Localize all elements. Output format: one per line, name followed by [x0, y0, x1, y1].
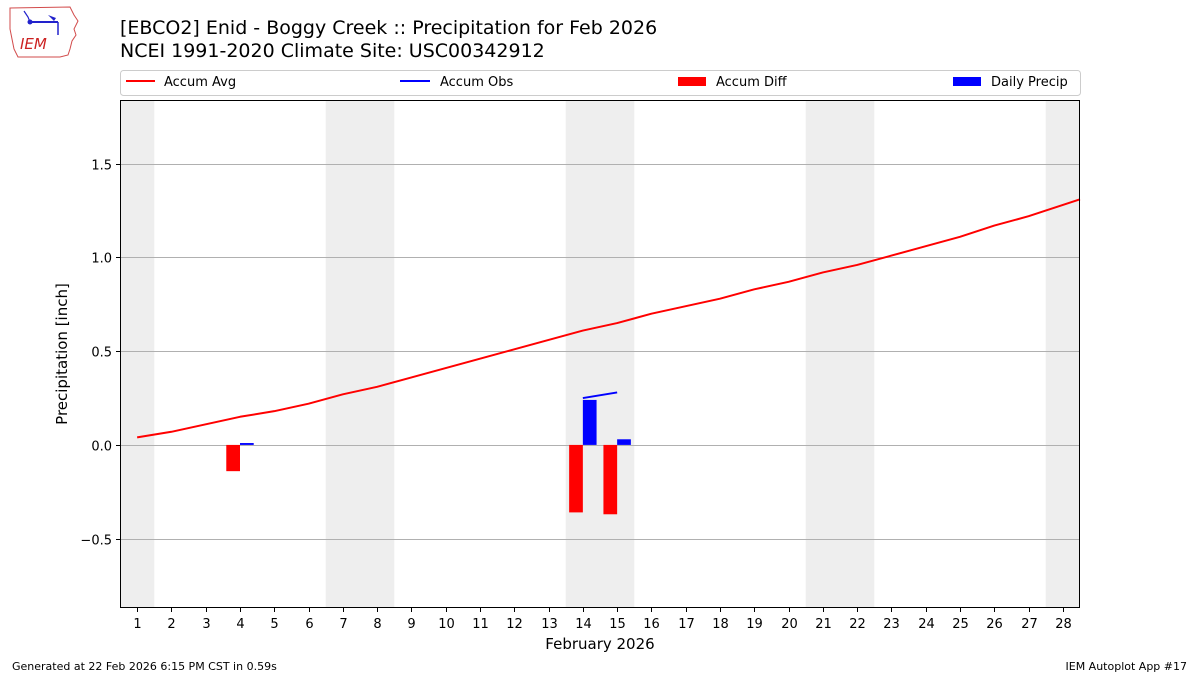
- x-tick-label: 26: [986, 617, 1003, 632]
- weekend-band: [565, 100, 600, 608]
- legend-item-accum-diff: Accum Diff: [678, 75, 788, 90]
- chart-subtitle: NCEI 1991-2020 Climate Site: USC00342912: [120, 40, 545, 62]
- weekend-band: [120, 100, 155, 608]
- x-tick-label: 25: [952, 617, 969, 632]
- chart-title: [EBCO2] Enid - Boggy Creek :: Precipitat…: [120, 17, 658, 39]
- legend-item-daily-precip: Daily Precip: [953, 75, 1068, 90]
- accum-obs-line: [582, 391, 618, 400]
- x-tick-label: 12: [506, 617, 523, 632]
- iem-logo: IEM: [8, 5, 80, 59]
- x-tick-label: 24: [918, 617, 935, 632]
- x-tick-label: 7: [339, 617, 347, 632]
- x-tick-label: 8: [373, 617, 381, 632]
- x-tick-label: 1: [133, 617, 141, 632]
- x-axis-label: February 2026: [545, 635, 654, 653]
- accum-diff-bar: [569, 444, 583, 513]
- y-tick-label: −0.5: [80, 534, 112, 549]
- legend-label: Accum Obs: [440, 75, 513, 90]
- x-tick-label: 5: [270, 617, 278, 632]
- x-tick-label: 28: [1055, 617, 1072, 632]
- x-tick-label: 22: [849, 617, 866, 632]
- lines: [136, 198, 1081, 439]
- plot-area: [120, 100, 1081, 608]
- logo-text: IEM: [20, 35, 47, 53]
- x-tick-label: 14: [575, 617, 592, 632]
- weekend-band: [840, 100, 875, 608]
- iowa-map-icon: IEM: [9, 6, 79, 58]
- x-tick-label: 9: [407, 617, 415, 632]
- weekend-band: [600, 100, 635, 608]
- x-tick-label: 17: [678, 617, 695, 632]
- y-axis-label: Precipitation [inch]: [53, 283, 71, 425]
- y-gridlines: [120, 164, 1080, 540]
- y-axis: −0.5 0.0 0.5 1.0 1.5: [80, 159, 120, 549]
- x-tick-label: 10: [438, 617, 455, 632]
- legend-item-accum-obs: Accum Obs: [400, 75, 513, 90]
- accum-avg-line: [136, 198, 1081, 439]
- weekend-band: [360, 100, 395, 608]
- x-tick-label: 21: [815, 617, 832, 632]
- legend-label: Accum Avg: [164, 75, 236, 90]
- x-tick-label: 19: [746, 617, 763, 632]
- x-tick-label: 13: [541, 617, 558, 632]
- legend: Accum Avg Accum Obs Accum Diff Daily Pre…: [120, 70, 1081, 96]
- y-tick-label: 0.5: [91, 346, 112, 361]
- bars: [226, 399, 631, 515]
- app-credit: IEM Autoplot App #17: [1065, 660, 1188, 673]
- accum-diff-bar: [226, 444, 240, 472]
- weekend-shading: [120, 100, 1080, 608]
- y-tick-label: 1.0: [91, 252, 112, 267]
- x-tick-label: 4: [236, 617, 244, 632]
- legend-label: Accum Diff: [716, 75, 788, 90]
- accum-diff-bar: [603, 444, 618, 515]
- x-axis: 1 2 3 4 5 6 7 8 9 10 11 12 13 14 15 16 17 18 19 20 21 22 23 24 2…: [133, 608, 1072, 632]
- daily-precip-bar: [582, 399, 597, 445]
- x-tick-label: 23: [883, 617, 900, 632]
- legend-item-accum-avg: Accum Avg: [126, 75, 236, 90]
- x-tick-label: 16: [643, 617, 660, 632]
- weekend-band: [1045, 100, 1080, 608]
- x-tick-label: 6: [305, 617, 313, 632]
- legend-label: Daily Precip: [991, 75, 1068, 90]
- x-tick-label: 3: [202, 617, 210, 632]
- y-tick-label: 0.0: [91, 440, 112, 455]
- daily-precip-bar: [617, 439, 631, 445]
- weekend-band: [805, 100, 840, 608]
- x-tick-label: 15: [609, 617, 626, 632]
- x-tick-label: 20: [781, 617, 798, 632]
- daily-precip-bar: [240, 443, 254, 445]
- x-tick-label: 2: [167, 617, 175, 632]
- x-tick-label: 11: [472, 617, 489, 632]
- axes-frame: [120, 100, 1080, 608]
- x-tick-label: 18: [712, 617, 729, 632]
- weekend-band: [325, 100, 360, 608]
- y-tick-label: 1.5: [91, 159, 112, 174]
- x-tick-label: 27: [1021, 617, 1038, 632]
- generated-timestamp: Generated at 22 Feb 2026 6:15 PM CST in …: [12, 660, 277, 673]
